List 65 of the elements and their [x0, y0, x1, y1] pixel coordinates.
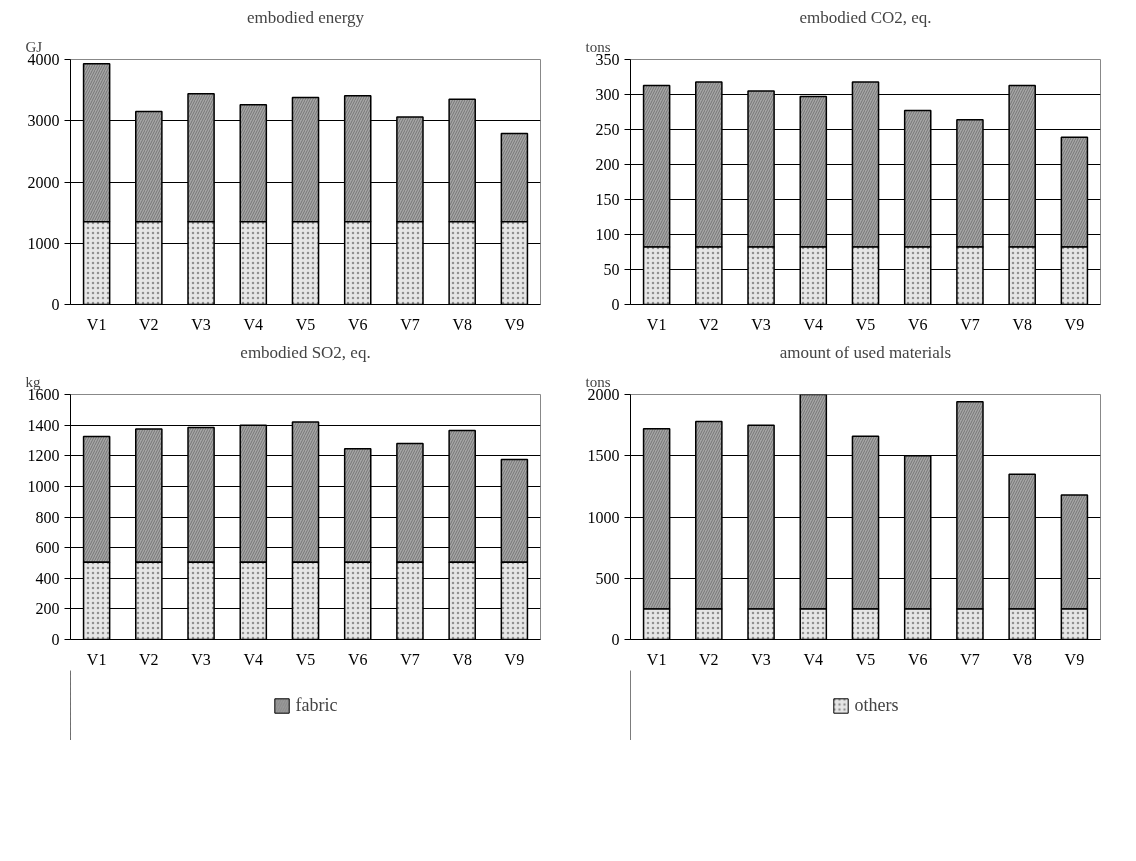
y-tick-label: 0 [51, 631, 60, 648]
y-tick-label: 150 [595, 191, 620, 208]
chart-title: embodied energy [246, 7, 365, 27]
y-tick-label: 1000 [27, 234, 60, 252]
x-tick-label: V9 [1064, 315, 1085, 333]
x-tick-label: V7 [400, 650, 420, 668]
x-tick-label: V4 [243, 315, 264, 333]
x-tick-label: V3 [751, 315, 771, 333]
x-tick-label: V8 [452, 315, 472, 333]
x-tick-label: V7 [960, 650, 980, 668]
chart-title: embodied SO2, eq. [240, 342, 371, 362]
x-tick-label: V5 [295, 650, 316, 668]
y-tick-label: 1400 [27, 416, 60, 434]
x-tick-label: V1 [86, 650, 107, 668]
y-tick-label: 100 [595, 226, 620, 243]
y-tick-label: 2000 [27, 173, 60, 191]
y-tick-label: 1200 [27, 447, 60, 465]
x-tick-label: V3 [191, 315, 211, 333]
y-tick-label: 600 [35, 539, 60, 557]
x-tick-label: V2 [699, 650, 719, 668]
y-tick-label: 400 [35, 569, 60, 587]
x-tick-label: V2 [139, 315, 159, 333]
legend-label: others [854, 694, 899, 716]
x-tick-label: V3 [751, 650, 771, 668]
x-tick-label: V2 [139, 650, 159, 668]
y-tick-label: 500 [595, 569, 620, 587]
legend-label: fabric [295, 694, 338, 716]
x-tick-label: V9 [504, 315, 525, 333]
y-tick-label: 3000 [27, 112, 60, 130]
x-tick-label: V8 [1012, 650, 1032, 668]
y-tick-label: 1000 [27, 477, 60, 495]
x-tick-label: V9 [504, 650, 525, 668]
x-tick-label: V3 [191, 650, 211, 668]
x-tick-label: V5 [295, 315, 316, 333]
y-tick-label: 0 [611, 296, 620, 313]
x-tick-label: V6 [347, 315, 368, 333]
chart-title: amount of used materials [779, 342, 952, 362]
y-tick-label: 0 [611, 631, 620, 648]
x-tick-label: V6 [907, 650, 928, 668]
x-tick-label: V9 [1064, 650, 1085, 668]
y-tick-label: 1500 [587, 447, 620, 465]
y-tick-label: 50 [603, 261, 620, 278]
x-tick-label: V7 [960, 315, 980, 333]
y-tick-label: 300 [595, 86, 620, 103]
x-tick-label: V6 [907, 315, 928, 333]
y-tick-label: 200 [595, 156, 620, 173]
y-tick-label: 0 [51, 296, 60, 313]
y-tick-label: 800 [35, 508, 60, 526]
y-tick-label: 1000 [587, 508, 620, 526]
x-tick-label: V5 [855, 650, 876, 668]
x-tick-label: V2 [699, 315, 719, 333]
y-tick-label: 200 [35, 600, 60, 618]
x-tick-label: V4 [243, 650, 264, 668]
y-tick-label: 250 [595, 121, 620, 138]
x-tick-label: V4 [803, 315, 824, 333]
x-tick-label: V8 [1012, 315, 1032, 333]
chart-title: embodied CO2, eq. [799, 7, 932, 27]
x-tick-label: V7 [400, 315, 420, 333]
x-tick-label: V8 [452, 650, 472, 668]
x-tick-label: V1 [646, 650, 667, 668]
x-tick-label: V5 [855, 315, 876, 333]
x-tick-label: V6 [347, 650, 368, 668]
x-tick-label: V1 [86, 315, 107, 333]
x-tick-label: V1 [646, 315, 667, 333]
x-tick-label: V4 [803, 650, 824, 668]
